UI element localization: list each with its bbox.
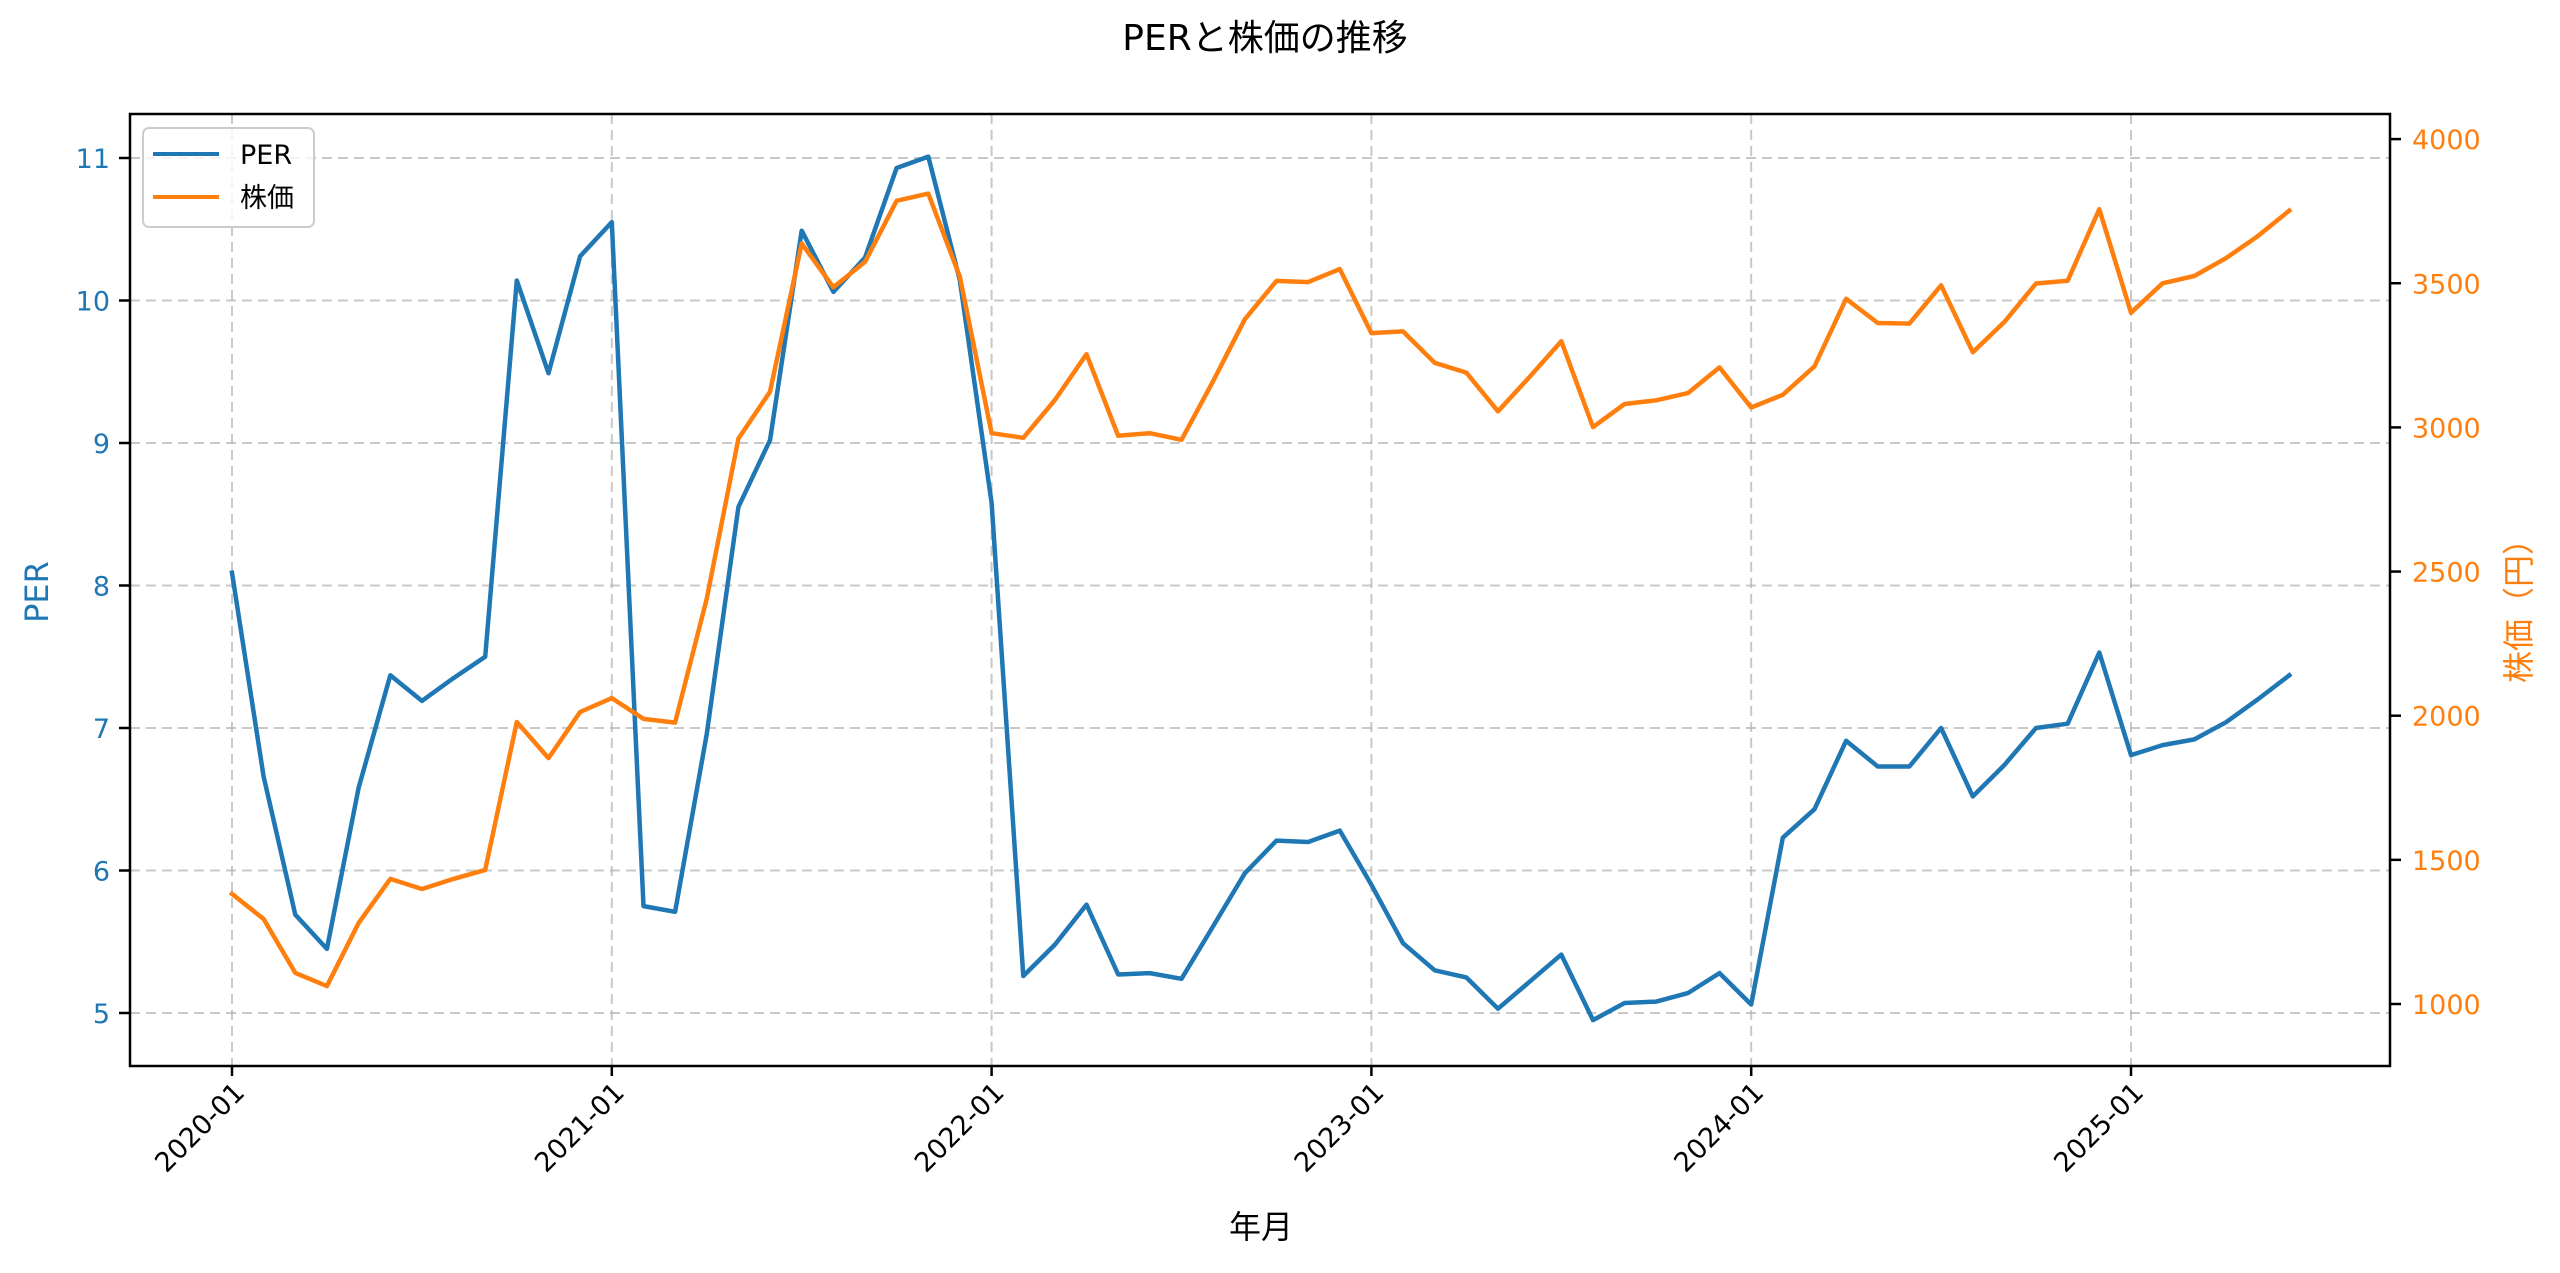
plot-frame [128,112,2392,1068]
x-tick-label: 2024-01 [1668,1077,1770,1179]
x-tick-label: 2021-01 [529,1077,631,1179]
x-axis: 2020-01 2021-01 2022-01 2023-01 2024-01 2025-… [149,1066,2150,1179]
left-tick-label: 5 [93,999,110,1030]
x-axis-label: 年月 [1229,1208,1293,1246]
left-tick-label: 7 [93,714,110,745]
right-tick-label: 3000 [2412,413,2481,444]
left-tick-label: 9 [93,429,110,460]
right-tick-label: 2000 [2412,702,2481,733]
x-tick-label: 2025-01 [2048,1077,2150,1179]
price-line [228,191,2293,989]
right-tick-label: 3500 [2412,269,2481,300]
right-tick-label: 4000 [2412,125,2481,156]
right-axis-label: 株価（円） [2500,523,2538,683]
legend: PER 株価 [142,127,315,228]
x-tick-label: 2022-01 [909,1077,1011,1179]
left-tick-label: 11 [76,144,110,175]
right-tick-label: 2500 [2412,558,2481,589]
right-tick-label: 1500 [2412,846,2481,877]
legend-label-per: PER [240,140,292,171]
x-tick-label: 2023-01 [1289,1077,1391,1179]
chart-title: PERと株価の推移 [1122,18,1407,59]
right-y-axis: 1000 1500 2000 2500 3000 3500 4000 [2390,125,2481,1021]
left-axis-label: PER [18,561,56,623]
left-y-axis: 5 6 7 8 9 10 11 [76,144,130,1030]
per-line [229,154,2293,1023]
plot-lines [228,154,2293,1023]
grid-lines [130,114,2390,1066]
right-tick-label: 1000 [2412,990,2481,1021]
left-tick-label: 10 [76,287,110,318]
x-tick-label: 2020-01 [149,1077,251,1179]
left-tick-label: 8 [93,572,110,603]
left-tick-label: 6 [93,857,110,888]
legend-label-price: 株価 [240,183,294,214]
